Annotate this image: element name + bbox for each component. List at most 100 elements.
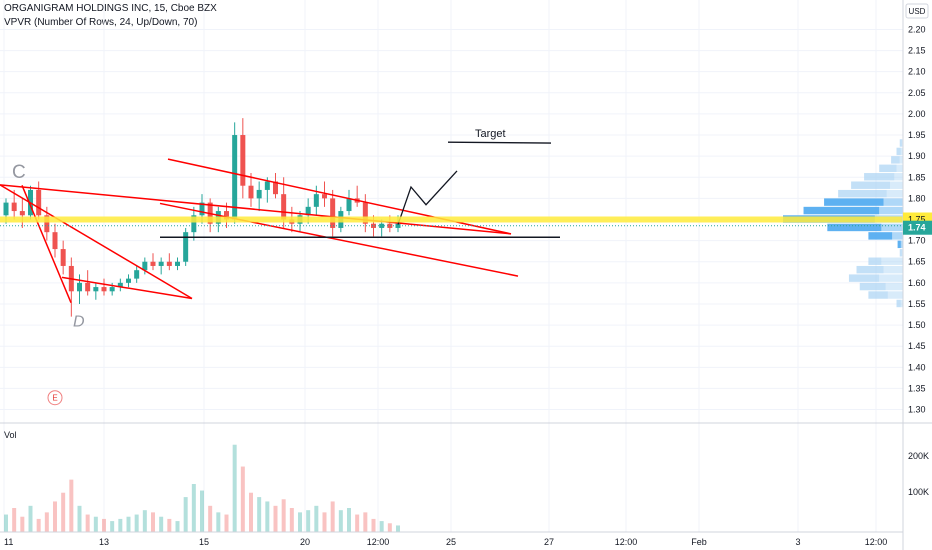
volume-bar [126,516,131,532]
candle-body [36,189,42,216]
volume-profile-bar [887,291,903,299]
x-tick-label: 3 [795,537,800,547]
candle-body [224,211,229,220]
channel-upper-line [0,184,512,235]
volume-bar [249,492,253,532]
volume-profile-bar [896,299,901,308]
candle-body [126,278,131,283]
candle-body [19,211,25,216]
level-price-label: 1.75 [908,215,926,225]
y-tick-label: 1.60 [908,278,926,288]
swing-line [21,185,72,303]
candle-body [77,282,82,292]
y-tick-label: 1.70 [908,236,926,246]
projection-path [397,170,458,225]
volume-profile-bar [899,249,902,257]
volume-bar [265,501,270,532]
y-tick-label: 1.30 [908,405,926,415]
volume-bar [142,510,147,532]
candle-body [175,261,180,266]
y-tick-label: 1.80 [908,193,926,203]
y-tick-label: 1.55 [908,299,926,309]
candle-body [60,249,66,266]
volume-label: Vol [4,430,17,440]
candle-body [264,181,270,190]
y-tick-label: 2.10 [908,67,926,77]
candle-body [313,194,319,207]
volume-bar [387,523,392,532]
currency-label: USD [909,7,926,16]
volume-bar [175,521,180,532]
highlight-level [0,216,903,223]
volume-profile-bar [901,249,903,257]
candle-body [256,189,262,199]
y-tick-label: 2.15 [908,46,926,56]
volume-profile-bar [879,164,897,173]
volume-tick-label: 100K [908,487,929,497]
y-tick-label: 1.35 [908,383,926,393]
volume-profile-bar [890,181,903,189]
currency-box [905,3,929,19]
candle-body [101,287,107,292]
volume-profile-bar [900,299,903,308]
volume-profile-bar [892,232,903,240]
channel-line [0,184,193,300]
candle-body [305,206,311,216]
volume-bar [208,505,213,532]
volume-bar [44,512,49,532]
y-tick-label: 1.85 [908,172,926,182]
candle-body [142,261,148,271]
candle-body [166,261,172,266]
volume-bar [240,466,245,532]
volume-tick-label: 200K [908,451,929,461]
y-tick-label: 1.90 [908,151,926,161]
candle-body [395,223,401,228]
x-tick-label: 20 [300,537,310,547]
volume-bar [355,514,360,532]
x-tick-label: 25 [446,537,456,547]
channel-lower-line [61,276,193,300]
volume-bar [53,501,57,532]
volume-bar [93,516,98,532]
x-tick-label: 12:00 [367,537,390,547]
volume-bar [347,508,351,532]
annotation-target: Target [475,128,506,140]
x-tick-label: 13 [99,537,109,547]
volume-bar [20,516,25,532]
y-tick-label: 1.50 [908,320,926,330]
volume-bar [273,505,278,532]
candle-body [232,135,238,220]
volume-profile-bar [901,139,903,147]
y-tick-label: 2.20 [908,24,926,34]
volume-profile-bar [883,265,903,274]
candle-body [183,232,189,262]
volume-profile-bar [881,257,903,265]
volume-bar [102,518,106,532]
volume-bar [69,479,74,532]
volume-bar [12,508,17,532]
volume-bar [200,490,204,532]
volume-bar [322,512,327,532]
volume-profile-bar [827,223,882,232]
candle-body [117,282,123,288]
candle-body [191,215,197,233]
candle-body [281,194,287,220]
y-tick-label: 1.95 [908,130,926,140]
volume-profile-bar [879,206,903,215]
candle-body [52,232,58,250]
candle-body [362,202,368,224]
volume-bar [396,525,400,532]
channel-lower-line [159,202,519,277]
volume-profile-bar [883,198,903,206]
volume-bar [159,516,164,532]
y-tick-label: 2.05 [908,88,926,98]
volume-bar [77,505,82,532]
volume-bar [298,512,302,532]
volume-bar [338,510,343,532]
volume-bar [110,521,115,532]
x-tick-label: Feb [691,537,707,547]
x-tick-label: 15 [199,537,209,547]
candle-body [150,261,156,266]
annotation-d: D [73,313,85,330]
